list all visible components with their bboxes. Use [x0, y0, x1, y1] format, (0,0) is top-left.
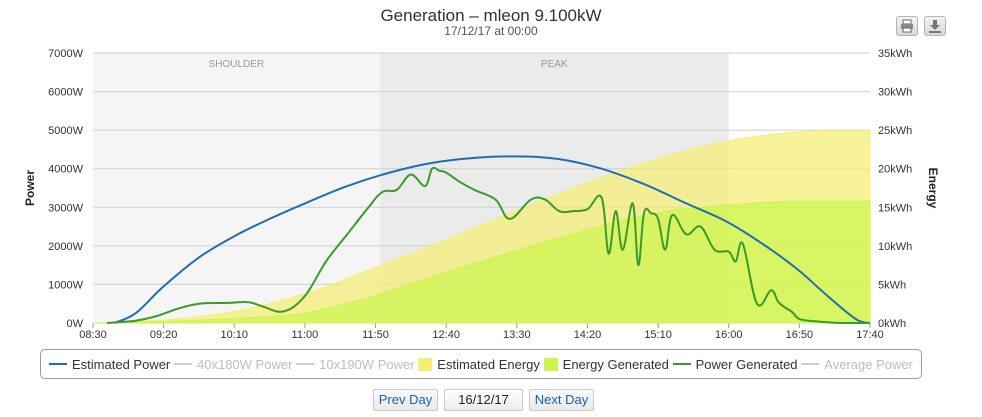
y-right-tick-label: 10kWh [878, 241, 912, 253]
x-tick-label: 14:20 [574, 329, 602, 341]
y-right-tick-label: 20kWh [878, 164, 912, 176]
download-button[interactable] [924, 16, 946, 36]
y-left-tick-label: 4000W [48, 164, 83, 176]
chart-legend: Estimated Power 40x180W Power 10x190W Powe… [40, 349, 922, 379]
x-tick-label: 16:50 [786, 329, 814, 341]
y-right-tick-label: 30kWh [878, 87, 912, 99]
legend-label: Power Generated [695, 356, 798, 372]
legend-symbol [296, 363, 315, 365]
legend-label: Average Power [824, 356, 913, 372]
x-tick-label: 13:30 [503, 329, 531, 341]
legend-item-energy-generated[interactable]: Energy Generated [543, 356, 669, 372]
legend-label: Estimated Energy [437, 356, 540, 372]
y-right-tick-label: 5kWh [878, 279, 906, 291]
legend-symbol [801, 363, 820, 365]
y-right-tick-label: 25kWh [878, 125, 912, 137]
legend-item-estimated-energy[interactable]: Estimated Energy [418, 357, 540, 372]
plot-band-label: SHOULDER [209, 59, 265, 70]
y-right-tick-label: 35kWh [878, 48, 912, 60]
y-left-tick-label: 0W [67, 318, 84, 330]
prev-day-button[interactable]: Prev Day [373, 389, 438, 411]
chart-subtitle: 17/12/17 at 00:00 [444, 24, 538, 38]
x-tick-label: 08:30 [79, 329, 107, 341]
y-left-tick-label: 3000W [48, 202, 83, 214]
series-power-generated-line [107, 166, 871, 325]
legend-symbol [672, 363, 691, 365]
x-tick-label: 11:50 [362, 329, 389, 341]
legend-item-power-generated[interactable]: Power Generated [672, 356, 798, 372]
legend-label: 10x190W Power [319, 356, 415, 372]
y-right-axis-title: Energy [926, 168, 940, 209]
y-left-tick-label: 2000W [48, 241, 83, 253]
legend-symbol [418, 357, 433, 371]
legend-label: Estimated Power [72, 356, 171, 372]
x-tick-label: 16:00 [715, 329, 743, 341]
legend-symbol [543, 357, 558, 371]
legend-item-10x190w-power[interactable]: 10x190W Power [296, 356, 415, 372]
plot-band-label: PEAK [541, 59, 568, 70]
y-left-tick-label: 7000W [48, 48, 83, 60]
legend-symbol [49, 363, 67, 365]
series-energy-generated-area [92, 200, 871, 324]
x-tick-label: 09:20 [150, 329, 178, 341]
chart-title: Generation – mleon 9.100kW [380, 6, 602, 25]
generation-chart: SHOULDER PEAK 0W 0kWh 1000W 5kWh 2000W 10kWh 300… [23, 48, 940, 341]
plot-band-shoulder [93, 53, 380, 323]
legend-label: 40x180W Power [197, 356, 293, 372]
next-day-button[interactable]: Next Day [529, 389, 594, 411]
y-left-tick-label: 5000W [48, 125, 83, 137]
x-tick-label: 11:00 [292, 329, 319, 341]
y-right-tick-label: 15kWh [878, 202, 912, 214]
y-left-axis-title: Power [23, 170, 37, 206]
download-icon [929, 20, 941, 33]
x-tick-label: 10:10 [221, 329, 249, 341]
legend-item-estimated-power[interactable]: Estimated Power [49, 357, 170, 372]
print-button[interactable] [896, 16, 918, 36]
x-tick-label: 12:40 [432, 329, 460, 341]
y-right-tick-label: 0kWh [878, 318, 906, 330]
legend-item-average-power[interactable]: Average Power [801, 357, 913, 372]
legend-label: Energy Generated [562, 356, 669, 372]
printer-icon [901, 19, 913, 33]
legend-item-40x180w-power[interactable]: 40x180W Power [174, 357, 292, 372]
y-left-tick-label: 1000W [48, 279, 83, 291]
legend-symbol [174, 363, 193, 365]
y-left-tick-label: 6000W [48, 87, 83, 99]
x-tick-label: 17:40 [856, 329, 884, 341]
x-tick-label: 15:10 [644, 329, 672, 341]
date-display[interactable]: 16/12/17 [444, 389, 523, 411]
series-estimated-power-line [113, 155, 871, 324]
